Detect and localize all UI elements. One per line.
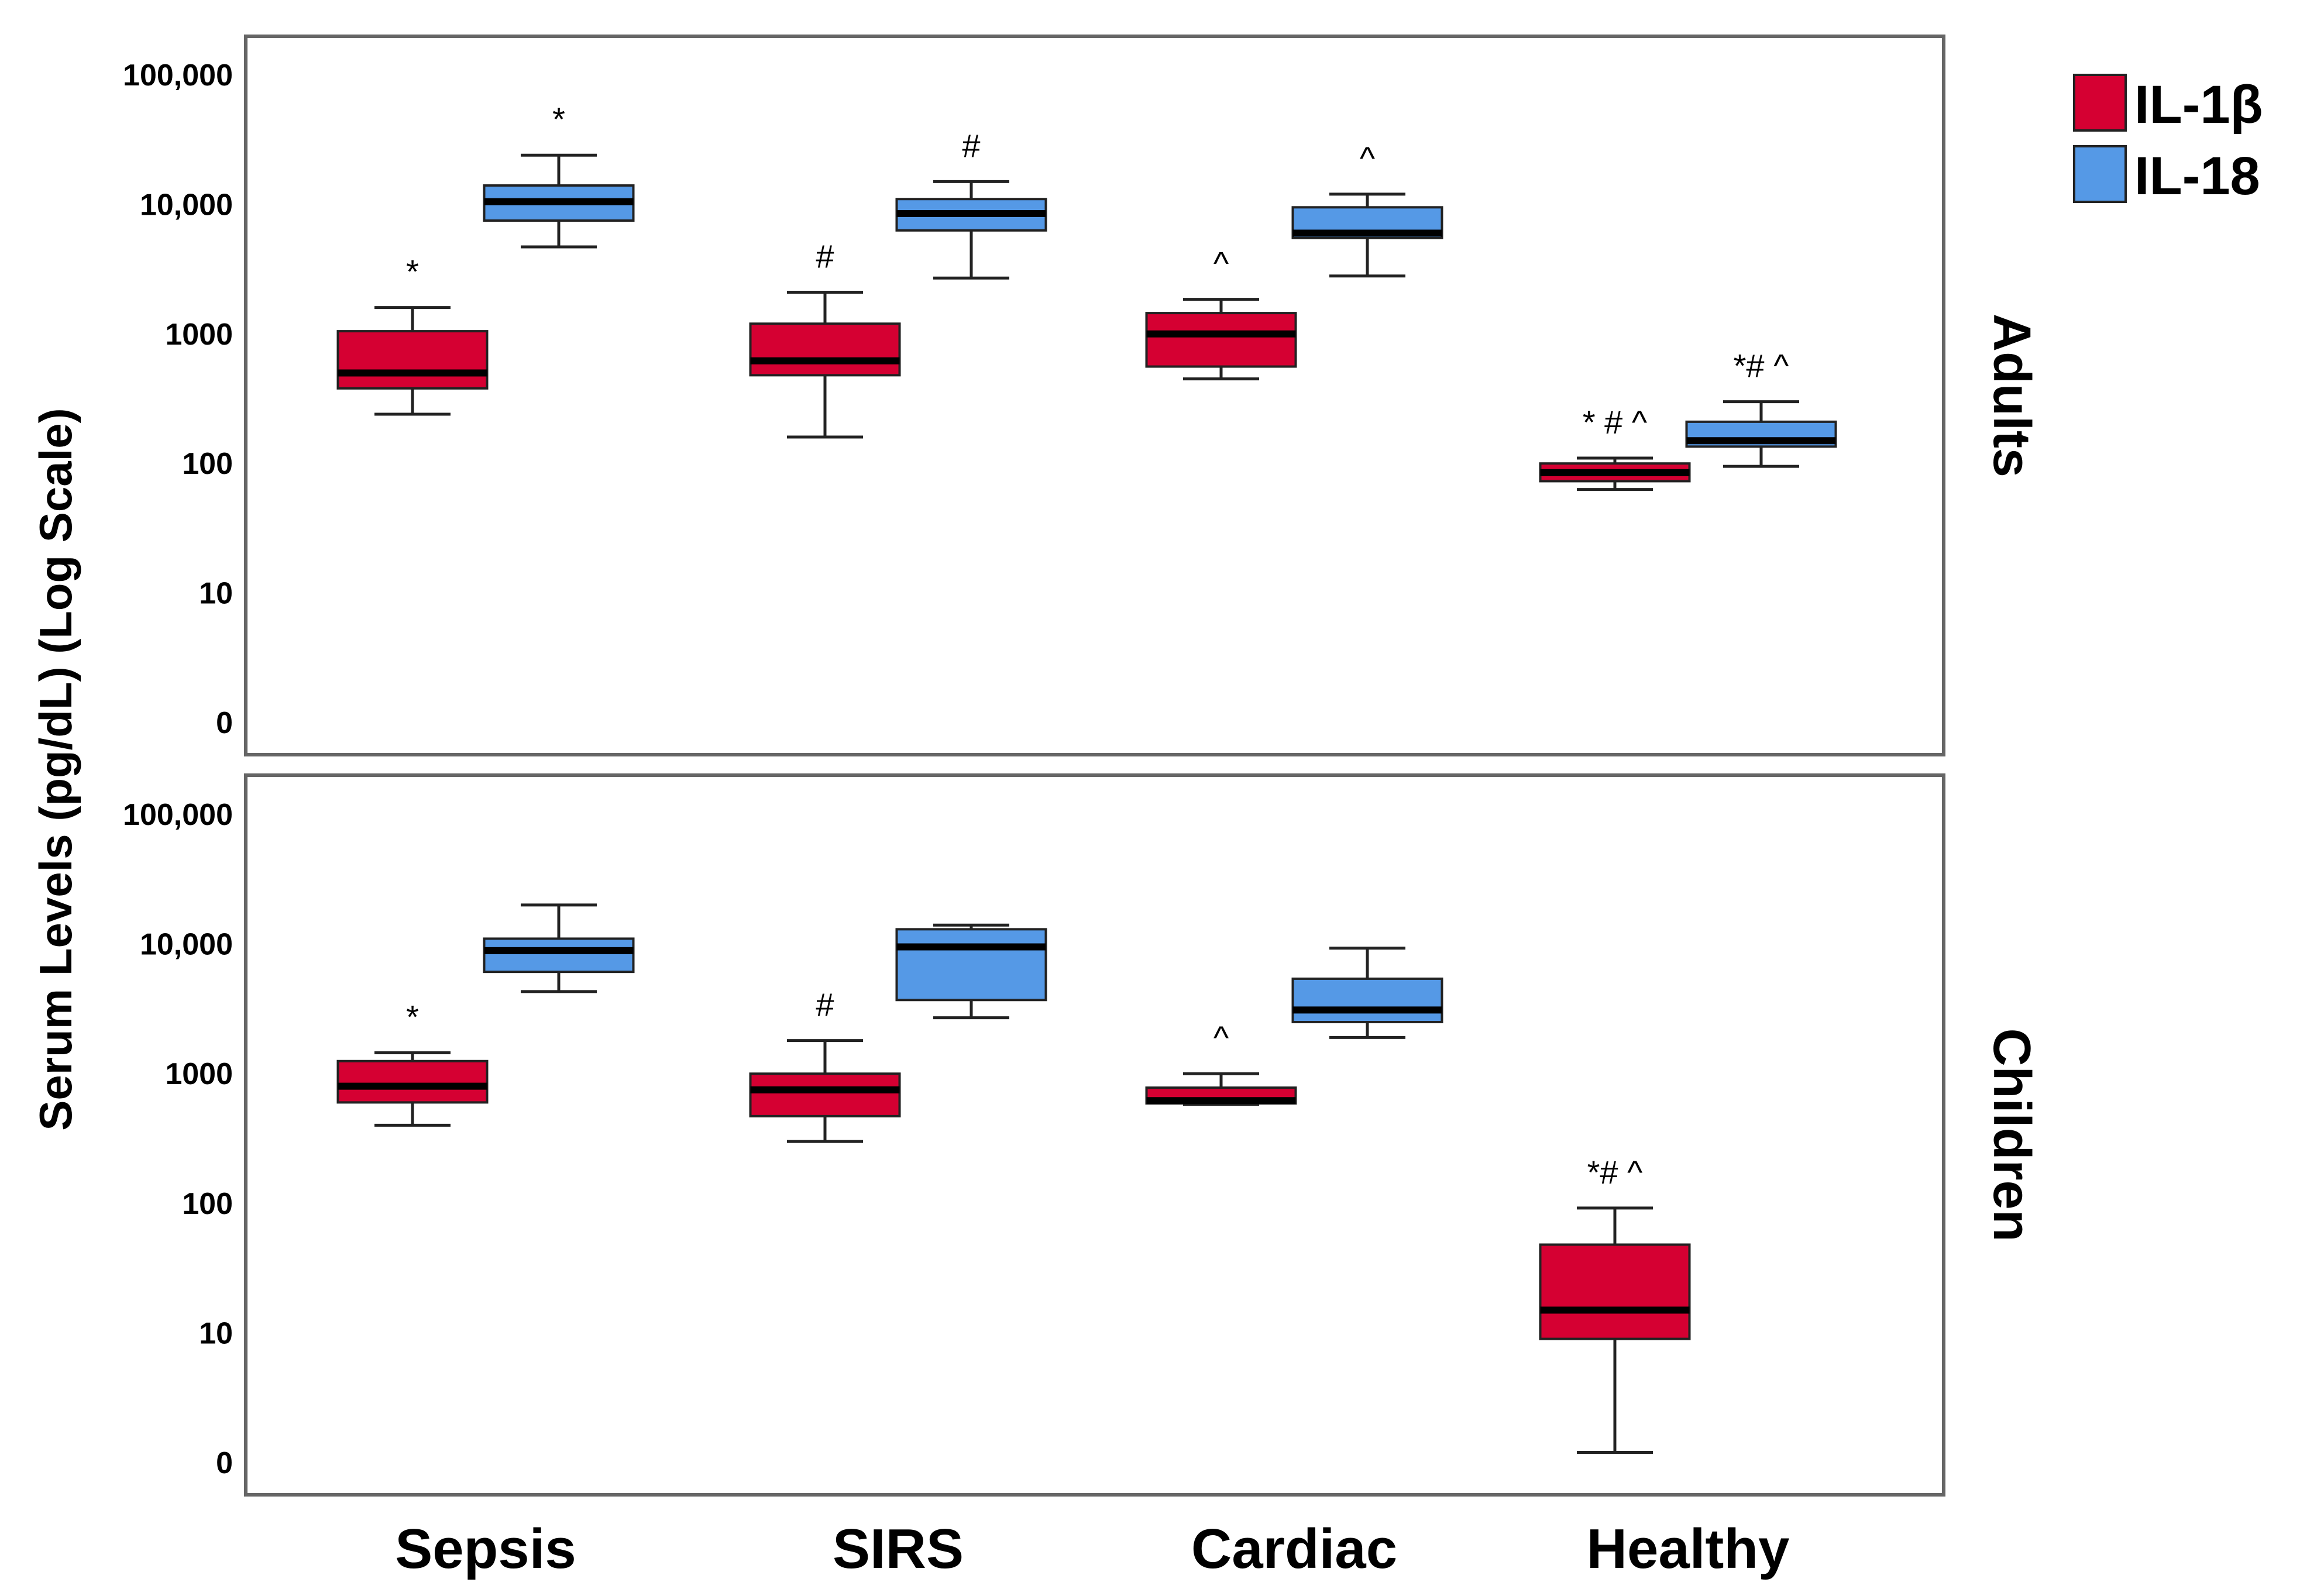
y-axis-title: Serum Levels (pg/dL) (Log Scale): [30, 408, 81, 1130]
significance-annotation: *# ^: [1734, 348, 1789, 384]
box-il-18-sirs: [895, 923, 1047, 1020]
significance-annotation: #: [816, 238, 834, 274]
significance-annotation: ^: [1213, 1019, 1229, 1056]
y-tick-label: 0: [216, 1446, 233, 1480]
significance-annotation: * # ^: [1583, 404, 1647, 441]
box-iqr: [1145, 312, 1297, 368]
box-il-1-cardiac: ^: [1145, 245, 1297, 381]
box-il-1-healthy: * # ^: [1539, 404, 1691, 491]
y-tick-label: 100,000: [123, 59, 233, 92]
facet-label-children: Children: [1982, 1028, 2041, 1241]
x-axis-category-labels: Sepsis SIRS Cardiac Healthy: [395, 1518, 1789, 1580]
box-iqr: [749, 1072, 901, 1117]
y-tick-label: 100: [182, 447, 233, 481]
significance-annotation: #: [962, 127, 980, 164]
y-tick-label: 10: [199, 1316, 233, 1350]
category-label-healthy: Healthy: [1587, 1518, 1790, 1580]
legend-swatch-il1b: [2073, 74, 2127, 132]
y-tick-label: 10,000: [140, 928, 233, 962]
box-iqr: [1539, 1243, 1691, 1340]
box-il-18-healthy: *# ^: [1685, 348, 1837, 468]
significance-annotation: *: [406, 253, 419, 290]
panel-frame: [244, 773, 1945, 1497]
significance-annotation: *: [552, 101, 565, 137]
significance-annotation: ^: [1360, 140, 1375, 177]
box-iqr: [336, 330, 489, 390]
box-il-1-sirs: #: [749, 238, 901, 439]
box-iqr: [895, 928, 1047, 1002]
box-il-18-sepsis: *: [483, 101, 635, 249]
box-il-1-healthy: *# ^: [1539, 1154, 1691, 1454]
significance-annotation: ^: [1213, 245, 1229, 282]
panel-children: 0 10 100 1000 10,000 100,000 Children * # ^ *# ^: [123, 773, 2041, 1497]
box-il-1-sepsis: *: [336, 253, 489, 416]
box-il-18-cardiac: ^: [1291, 140, 1443, 278]
y-tick-label: 1000: [165, 1057, 233, 1091]
panel-adults: 0 10 100 1000 10,000 100,000 Adults * # ^ * # ^ * # ^…: [123, 35, 2041, 756]
y-tick-label: 1000: [165, 318, 233, 352]
category-label-sepsis: Sepsis: [395, 1518, 576, 1580]
box-il-1-cardiac: ^: [1145, 1019, 1297, 1106]
box-iqr: [749, 322, 901, 377]
significance-annotation: *# ^: [1587, 1154, 1643, 1191]
y-tick-label: 100,000: [123, 798, 233, 832]
facet-label-adults: Adults: [1982, 314, 2041, 477]
panel-frame: [244, 35, 1945, 756]
legend-label-il18: IL-18: [2134, 146, 2260, 206]
box-il-18-cardiac: [1291, 947, 1443, 1039]
significance-annotation: #: [816, 986, 834, 1023]
box-iqr: [1291, 977, 1443, 1024]
box-il-1-sepsis: *: [336, 998, 489, 1127]
y-tick-label: 100: [182, 1187, 233, 1221]
legend-label-il1b: IL-1β: [2134, 75, 2263, 135]
significance-annotation: *: [406, 998, 419, 1035]
legend: IL-1β IL-18: [2073, 74, 2263, 206]
y-tick-label: 10,000: [140, 188, 233, 222]
box-iqr: [336, 1060, 489, 1104]
box-iqr: [483, 937, 635, 974]
box-il-1-sirs: #: [749, 986, 901, 1143]
legend-swatch-il18: [2073, 145, 2127, 203]
y-tick-label: 0: [216, 706, 233, 740]
category-label-sirs: SIRS: [833, 1518, 964, 1580]
category-label-cardiac: Cardiac: [1191, 1518, 1397, 1580]
box-il-18-sirs: #: [895, 127, 1047, 280]
y-tick-label: 10: [199, 577, 233, 611]
box-il-18-sepsis: [483, 903, 635, 993]
